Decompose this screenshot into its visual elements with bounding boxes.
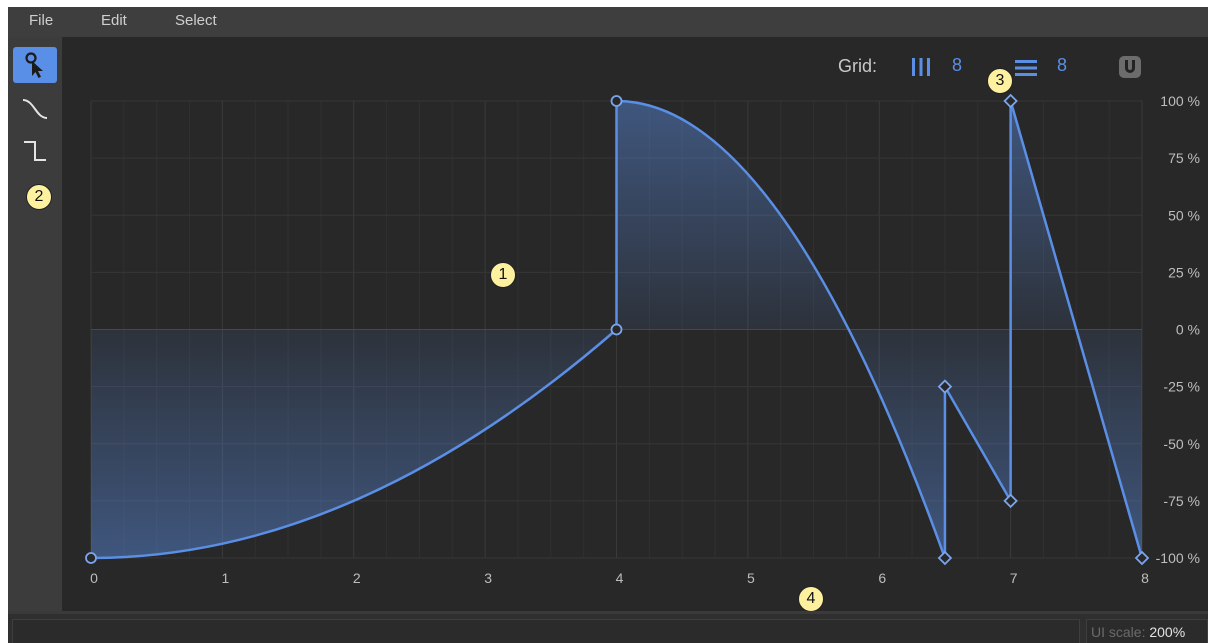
y-tick-label: -100 % — [1156, 550, 1200, 566]
select-tool-button[interactable] — [13, 47, 57, 83]
vertical-divisions-value[interactable]: 8 — [952, 55, 963, 75]
envelope-point-diamond[interactable] — [937, 379, 953, 394]
y-tick-label: 0 % — [1176, 322, 1200, 338]
status-bar: UI scale: 200% — [8, 611, 1208, 643]
ui-scale-value[interactable]: 200% — [1149, 624, 1186, 640]
envelope-point-circle[interactable] — [85, 552, 97, 564]
x-tick-label: 3 — [484, 570, 492, 586]
envelope-points[interactable] — [85, 93, 1150, 566]
x-tick-label: 1 — [221, 570, 229, 586]
callout-2: 2 — [26, 184, 52, 210]
y-tick-label: 50 % — [1168, 207, 1200, 223]
y-tick-label: -75 % — [1163, 493, 1200, 509]
select-pointer-icon — [25, 52, 43, 78]
envelope-point-diamond[interactable] — [1003, 93, 1018, 109]
x-tick-label: 2 — [353, 570, 361, 586]
callout-3: 3 — [987, 68, 1013, 94]
curve-tool-button[interactable] — [13, 91, 57, 127]
envelope-point-diamond[interactable] — [1003, 493, 1018, 509]
y-tick-label: -25 % — [1163, 379, 1200, 395]
horizontal-lines-icon[interactable] — [1014, 58, 1038, 83]
step-icon — [24, 141, 46, 161]
y-tick-label: 75 % — [1168, 150, 1200, 166]
envelope-editor[interactable]: Grid: 8 8 — [62, 37, 1208, 612]
x-tick-label: 7 — [1010, 570, 1018, 586]
envelope-point-diamond[interactable] — [937, 550, 953, 566]
x-tick-label: 0 — [90, 570, 98, 586]
vertical-lines-icon[interactable] — [910, 57, 932, 82]
callout-1: 1 — [490, 262, 516, 288]
app-window: File Edit Select 2 Grid: — [8, 7, 1208, 643]
callout-4: 4 — [798, 586, 824, 612]
envelope-point-circle[interactable] — [610, 323, 623, 336]
y-tick-label: 100 % — [1160, 93, 1200, 109]
menu-bar: File Edit Select — [8, 7, 1208, 37]
envelope-chart[interactable]: 0 1 2 3 4 5 6 7 8 100 % 75 % 50 % 25 % 0 % -25 % -50 %… — [62, 37, 1208, 611]
envelope-point-diamond[interactable] — [1134, 550, 1150, 566]
x-tick-label: 4 — [616, 570, 624, 586]
menu-select[interactable]: Select — [175, 12, 217, 29]
envelope-curve-line[interactable] — [90, 99, 1144, 560]
y-tick-label: -50 % — [1163, 436, 1200, 452]
x-tick-label: 8 — [1141, 570, 1149, 586]
curve-icon — [22, 99, 48, 119]
y-tick-label: 25 % — [1168, 264, 1200, 280]
tool-palette: 2 — [8, 37, 62, 611]
y-axis-ticks: 100 % 75 % 50 % 25 % 0 % -25 % -50 % -75 % -100 … — [1156, 93, 1200, 566]
ui-scale-control[interactable]: UI scale: 200% — [1086, 619, 1208, 643]
menu-edit[interactable]: Edit — [101, 12, 127, 29]
magnet-icon[interactable] — [1118, 55, 1142, 84]
step-tool-button[interactable] — [13, 133, 57, 169]
horizontal-divisions-value[interactable]: 8 — [1057, 55, 1068, 75]
grid-label: Grid: — [838, 56, 878, 76]
menu-file[interactable]: File — [29, 12, 54, 29]
x-axis-ticks: 0 1 2 3 4 5 6 7 8 — [90, 570, 1149, 586]
envelope-point-circle[interactable] — [610, 95, 623, 107]
x-tick-label: 5 — [747, 570, 755, 586]
ui-scale-label: UI scale: — [1091, 624, 1146, 640]
x-tick-label: 6 — [878, 570, 886, 586]
status-message-area — [12, 619, 1080, 643]
